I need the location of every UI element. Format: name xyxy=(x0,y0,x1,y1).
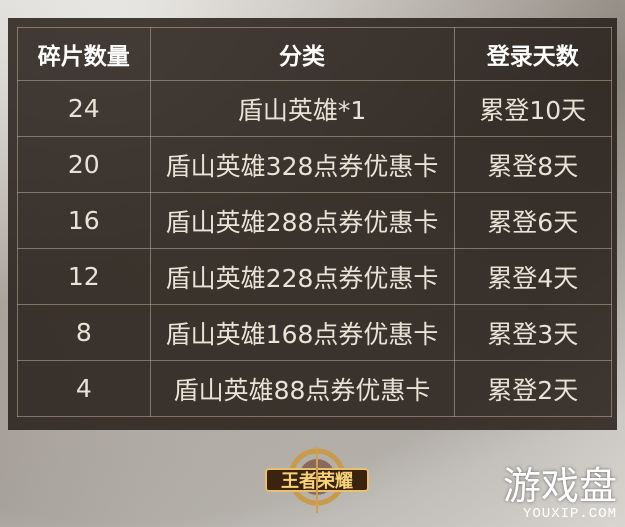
watermark: 游戏盘 YOUXIP.COM xyxy=(503,466,617,522)
fragment-count-cell: 12 xyxy=(17,248,151,305)
table-row: 8 盾山英雄168点券优惠卡 累登3天 xyxy=(17,304,612,361)
honor-of-kings-logo: 王者荣耀 xyxy=(265,447,369,513)
watermark-en: YOUXIP.COM xyxy=(522,506,617,522)
fragment-count-cell: 16 xyxy=(17,192,151,249)
header-fragments: 碎片数量 xyxy=(17,27,151,81)
header-category: 分类 xyxy=(149,27,455,81)
category-cell: 盾山英雄*1 xyxy=(149,80,455,137)
fragment-count-cell: 8 xyxy=(17,304,151,361)
reward-table-panel: 碎片数量 分类 登录天数 24 盾山英雄*1 累登10天 20 盾山英雄328点券优惠卡… xyxy=(8,18,617,430)
login-days-cell: 累登8天 xyxy=(453,136,612,193)
table-row: 12 盾山英雄228点券优惠卡 累登4天 xyxy=(17,248,612,305)
category-cell: 盾山英雄328点券优惠卡 xyxy=(149,136,455,193)
table-header-row: 碎片数量 分类 登录天数 xyxy=(17,27,612,81)
table-row: 20 盾山英雄328点券优惠卡 累登8天 xyxy=(17,136,612,193)
login-days-cell: 累登4天 xyxy=(453,248,612,305)
fragment-count-cell: 20 xyxy=(17,136,151,193)
fragment-count-cell: 24 xyxy=(17,80,151,137)
table-row: 4 盾山英雄88点券优惠卡 累登2天 xyxy=(17,360,612,417)
table-row: 16 盾山英雄288点券优惠卡 累登6天 xyxy=(17,192,612,249)
watermark-cn: 游戏盘 xyxy=(502,464,617,508)
category-cell: 盾山英雄288点券优惠卡 xyxy=(149,192,455,249)
category-cell: 盾山英雄228点券优惠卡 xyxy=(149,248,455,305)
login-days-cell: 累登2天 xyxy=(453,360,612,417)
reward-table: 碎片数量 分类 登录天数 24 盾山英雄*1 累登10天 20 盾山英雄328点券优惠卡… xyxy=(17,27,612,417)
table-row: 24 盾山英雄*1 累登10天 xyxy=(17,80,612,137)
fragment-count-cell: 4 xyxy=(17,360,151,417)
category-cell: 盾山英雄88点券优惠卡 xyxy=(149,360,455,417)
category-cell: 盾山英雄168点券优惠卡 xyxy=(149,304,455,361)
login-days-cell: 累登10天 xyxy=(453,80,612,137)
login-days-cell: 累登3天 xyxy=(453,304,612,361)
header-login-days: 登录天数 xyxy=(453,27,612,81)
login-days-cell: 累登6天 xyxy=(453,192,612,249)
